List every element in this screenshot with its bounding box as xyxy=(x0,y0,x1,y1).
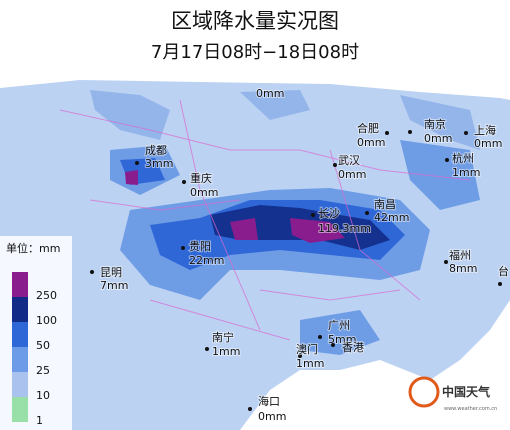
city-dot xyxy=(298,354,302,358)
city-dot xyxy=(90,270,94,274)
city-value: 5mm xyxy=(328,333,356,346)
city-name: 成都 xyxy=(145,144,167,157)
city-dot xyxy=(331,343,335,347)
city-name: 长沙 xyxy=(318,207,340,220)
city-value: 1mm xyxy=(296,357,324,370)
city-name: 武汉 xyxy=(338,154,360,167)
city-name: 重庆 xyxy=(190,171,212,185)
city-value: 1mm xyxy=(212,345,240,358)
city-name: 昆明 xyxy=(100,266,122,279)
legend-swatch xyxy=(12,322,28,347)
legend-swatch xyxy=(12,372,28,397)
title-band xyxy=(0,0,510,78)
legend-label: 250 xyxy=(36,289,57,302)
province-borders xyxy=(59,99,471,341)
city-value: 3mm xyxy=(145,157,173,170)
city-name: 上海 xyxy=(474,123,496,137)
city-value: 22mm xyxy=(189,254,224,267)
city-dot xyxy=(464,131,468,135)
city-value: 0mm xyxy=(258,410,286,423)
city-name: 香港 xyxy=(342,341,364,354)
city-name: 广州 xyxy=(328,319,350,332)
city-dot xyxy=(248,407,252,411)
city-name: 南宁 xyxy=(212,330,234,344)
city-dot xyxy=(385,131,389,135)
city-dot xyxy=(444,260,448,264)
city-dot xyxy=(311,213,315,217)
legend-swatch xyxy=(12,347,28,372)
city-dot xyxy=(182,180,186,184)
subtitle: 7月17日08时−18日08时 xyxy=(151,42,359,63)
city-name: 澳门 xyxy=(296,342,318,356)
legend-label: 50 xyxy=(36,339,50,352)
title: 区域降水量实况图 xyxy=(171,9,339,33)
city-value: 0mm xyxy=(424,132,452,145)
legend-swatch xyxy=(12,397,28,422)
city-value: 0mm xyxy=(256,87,284,100)
city-name: 福州 xyxy=(449,248,471,262)
city-dot xyxy=(445,158,449,162)
city-value: 42mm xyxy=(374,211,409,224)
legend-swatch xyxy=(12,272,28,297)
city-value: 1mm xyxy=(452,166,480,179)
city-dot xyxy=(135,161,139,165)
logo-text: 中国天气 xyxy=(442,384,490,399)
city-dot xyxy=(205,347,209,351)
city-value: 119.3mm xyxy=(318,222,371,235)
city-dot xyxy=(318,335,322,339)
legend-swatch xyxy=(12,297,28,322)
city-dot xyxy=(498,282,502,286)
city-name: 海口 xyxy=(258,394,280,408)
city-value: 8mm xyxy=(449,262,477,275)
city-dot xyxy=(333,163,337,167)
city-value: 7mm xyxy=(100,279,128,292)
city-dot xyxy=(408,130,412,134)
logo-url: www.weather.com.cn xyxy=(444,406,497,412)
city-value: 0mm xyxy=(474,137,502,150)
city-name: 南昌 xyxy=(374,198,396,211)
legend-label: 1 xyxy=(36,414,43,427)
city-name: 合肥 xyxy=(357,121,379,135)
legend-unit: 单位：mm xyxy=(6,241,60,255)
legend-label: 25 xyxy=(36,364,50,377)
city-name: 杭州 xyxy=(452,151,474,165)
rain-10 xyxy=(90,90,480,150)
logo-icon xyxy=(408,376,440,408)
city-name: 南京 xyxy=(424,117,446,131)
city-value: 0mm xyxy=(357,136,385,149)
city-dot xyxy=(181,246,185,250)
city-name: 台 xyxy=(498,264,509,278)
city-name: 贵阳 xyxy=(189,240,211,253)
rain-250 xyxy=(125,170,345,243)
city-dot xyxy=(365,211,369,215)
city-value: 0mm xyxy=(338,168,366,181)
legend-label: 100 xyxy=(36,314,57,327)
legend-label: 10 xyxy=(36,389,50,402)
city-value: 0mm xyxy=(190,186,218,199)
